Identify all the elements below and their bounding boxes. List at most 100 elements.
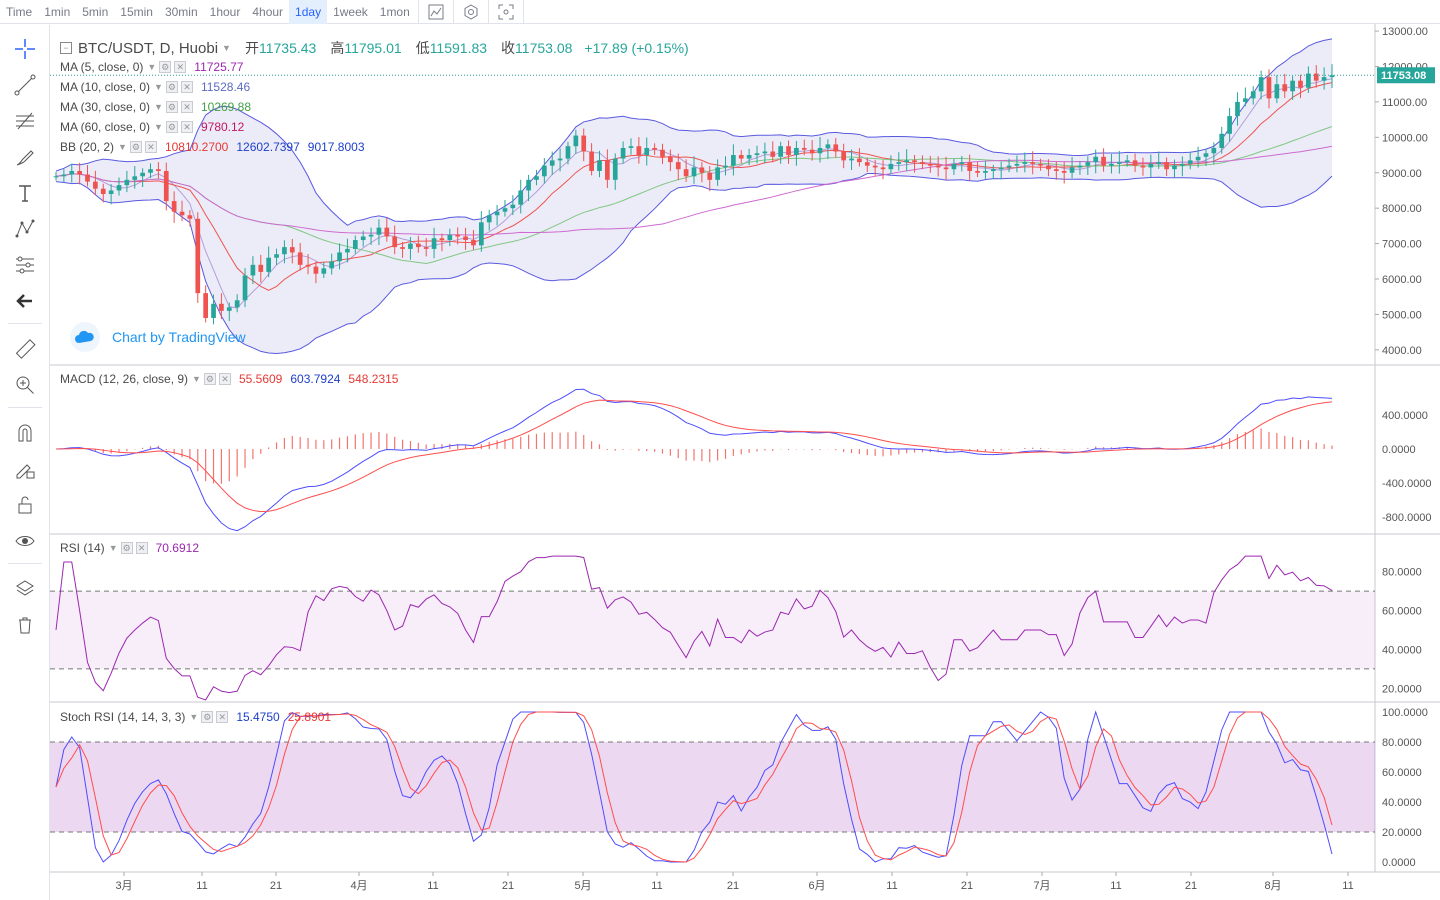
candle-body xyxy=(620,147,626,159)
magnet-icon[interactable] xyxy=(11,419,39,447)
candle-body xyxy=(809,149,815,154)
timeframe-1week[interactable]: 1week xyxy=(333,4,368,19)
gear-icon[interactable]: ⚙ xyxy=(120,542,133,554)
close-icon[interactable]: ✕ xyxy=(135,542,148,554)
candle-body xyxy=(1219,133,1225,148)
pattern-icon[interactable] xyxy=(11,215,39,243)
ma10-value: 11528.46 xyxy=(200,80,251,94)
fib-icon[interactable] xyxy=(11,107,39,135)
ruler-icon[interactable] xyxy=(11,335,39,363)
macd-legend[interactable]: MACD (12, 26, close, 9) ▼ ⚙ ✕ 55.5609 603.… xyxy=(60,372,398,386)
candle-body xyxy=(731,155,736,166)
text-icon[interactable] xyxy=(11,179,39,207)
bb-legend[interactable]: BB (20, 2) ▼ ⚙ ✕ 10810.2700 12602.7397 901… xyxy=(60,140,365,154)
close-icon[interactable]: ✕ xyxy=(218,373,231,385)
zoom-icon[interactable] xyxy=(11,371,39,399)
ma30-legend[interactable]: MA (30, close, 0) ▼ ⚙ ✕ 10269.88 xyxy=(60,100,251,114)
close-icon[interactable]: ✕ xyxy=(174,61,187,73)
chevron-down-icon[interactable]: ▼ xyxy=(154,82,163,92)
timeframe-time[interactable]: Time xyxy=(6,4,33,19)
candle-body xyxy=(628,146,634,148)
rsi-band xyxy=(50,591,1375,669)
gear-icon[interactable]: ⚙ xyxy=(165,121,178,133)
layers-icon[interactable] xyxy=(11,575,39,603)
gear-icon[interactable]: ⚙ xyxy=(203,373,216,385)
candle-body xyxy=(408,243,413,249)
candle-body xyxy=(1132,160,1138,166)
chevron-down-icon[interactable]: ▼ xyxy=(108,543,118,553)
ma30-name: MA (30, close, 0) xyxy=(60,100,151,114)
tradingview-watermark[interactable]: Chart by TradingView xyxy=(70,322,246,352)
chart-canvas[interactable]: 13000.0012000.0011000.0010000.009000.008… xyxy=(50,24,1440,900)
candle-body xyxy=(833,144,839,152)
unlock-icon[interactable] xyxy=(11,491,39,519)
candle-body xyxy=(1140,165,1146,168)
candle-body xyxy=(565,146,571,159)
candle-body xyxy=(557,158,563,161)
timeframe-1day[interactable]: 1day xyxy=(289,0,328,24)
candle-body xyxy=(100,188,106,194)
trash-icon[interactable] xyxy=(11,611,39,639)
candle-body xyxy=(754,153,760,156)
bollinger-band-fill xyxy=(56,38,1332,354)
crosshair-icon[interactable] xyxy=(11,35,39,63)
candle-body xyxy=(935,165,941,168)
chevron-down-icon[interactable]: ▼ xyxy=(222,43,231,53)
time-tick-label: 6月 xyxy=(808,880,825,892)
rsi-legend[interactable]: RSI (14) ▼ ⚙ ✕ 70.6912 xyxy=(60,541,199,555)
chevron-down-icon[interactable]: ▼ xyxy=(154,102,163,112)
timeframe-15min[interactable]: 15min xyxy=(120,4,153,19)
timeframe-1hour[interactable]: 1hour xyxy=(209,4,241,19)
close-icon[interactable]: ✕ xyxy=(180,121,193,133)
stoch-legend[interactable]: Stoch RSI (14, 14, 3, 3) ▼ ⚙ ✕ 15.4750 25.… xyxy=(60,710,331,724)
candle-body xyxy=(258,264,264,272)
gann-icon[interactable] xyxy=(11,251,39,279)
chart-area[interactable]: 13000.0012000.0011000.0010000.009000.008… xyxy=(50,24,1440,900)
chevron-down-icon[interactable]: ▼ xyxy=(118,142,127,152)
price-tick-label: 9000.00 xyxy=(1382,168,1422,180)
gear-icon[interactable]: ⚙ xyxy=(165,81,178,93)
chevron-down-icon[interactable]: ▼ xyxy=(192,374,201,384)
candle-body xyxy=(1085,162,1091,166)
symbol-name[interactable]: BTC/USDT, D, Huobi xyxy=(78,39,219,57)
timeframe-4hour[interactable]: 4hour xyxy=(252,4,284,19)
candle-body xyxy=(534,176,539,180)
timeframe-30min[interactable]: 30min xyxy=(164,4,198,19)
candle-body xyxy=(943,167,949,170)
gear-icon[interactable]: ⚙ xyxy=(201,711,214,723)
timeframe-1mon[interactable]: 1mon xyxy=(379,4,410,19)
chevron-down-icon[interactable]: ▼ xyxy=(154,122,163,132)
lock-drawing-icon[interactable] xyxy=(11,455,39,483)
chevron-down-icon[interactable]: ▼ xyxy=(189,712,199,722)
timeframe-1min[interactable]: 1min xyxy=(44,4,71,19)
gear-icon[interactable]: ⚙ xyxy=(159,61,172,73)
indicators-icon[interactable] xyxy=(421,0,451,24)
candle-body xyxy=(857,158,862,163)
ma60-legend[interactable]: MA (60, close, 0) ▼ ⚙ ✕ 9780.12 xyxy=(60,120,244,134)
gear-icon[interactable]: ⚙ xyxy=(129,141,142,153)
eye-icon[interactable] xyxy=(11,527,39,555)
close-icon[interactable]: ✕ xyxy=(216,711,229,723)
candle-body xyxy=(825,144,831,148)
collapse-legend-icon[interactable]: − xyxy=(60,42,72,54)
candle-body xyxy=(1172,165,1177,170)
gear-icon[interactable]: ⚙ xyxy=(165,101,178,113)
chevron-down-icon[interactable]: ▼ xyxy=(147,62,157,72)
ma5-legend[interactable]: MA (5, close, 0) ▼ ⚙ ✕ 11725.77 xyxy=(60,60,243,74)
close-label: 收 xyxy=(501,40,516,56)
timeframe-5min[interactable]: 5min xyxy=(82,4,109,19)
brush-icon[interactable] xyxy=(11,143,39,171)
ma10-legend[interactable]: MA (10, close, 0) ▼ ⚙ ✕ 11528.46 xyxy=(60,80,250,94)
candle-body xyxy=(1298,80,1303,88)
candle-body xyxy=(1116,162,1122,164)
candle-body xyxy=(321,268,327,274)
back-arrow-icon[interactable] xyxy=(11,287,39,315)
close-icon[interactable]: ✕ xyxy=(144,141,157,153)
trendline-icon[interactable] xyxy=(11,71,39,99)
time-tick-label: 11 xyxy=(651,880,662,892)
settings-icon[interactable] xyxy=(456,0,486,24)
close-icon[interactable]: ✕ xyxy=(180,81,193,93)
candle-body xyxy=(124,179,130,186)
fullscreen-icon[interactable] xyxy=(491,0,521,24)
close-icon[interactable]: ✕ xyxy=(180,101,193,113)
